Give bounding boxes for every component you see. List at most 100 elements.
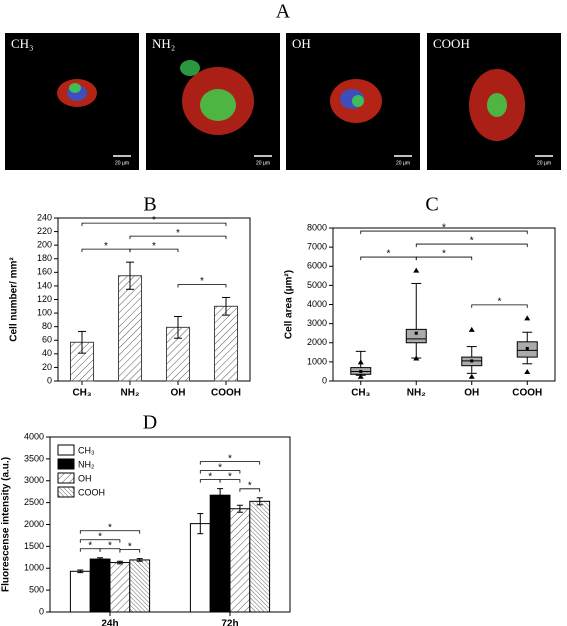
significance-bracket <box>129 235 227 240</box>
y-tick-label: 120 <box>37 294 52 304</box>
y-tick-label: 7000 <box>307 242 327 252</box>
legend-swatch <box>57 444 75 456</box>
y-axis-label: Cell number/ mm² <box>9 257 20 342</box>
panel-label: A <box>276 1 291 23</box>
image-label: NH₂ <box>152 36 175 51</box>
y-tick-label: 3000 <box>307 318 327 328</box>
image-label: CH₃ <box>11 36 34 51</box>
significance-label: * <box>152 241 156 252</box>
bar <box>117 275 143 382</box>
bar <box>89 558 111 613</box>
significance-bracket <box>471 304 528 308</box>
image-label: OH <box>292 36 311 51</box>
mean-marker <box>525 346 529 350</box>
significance-label: * <box>387 249 391 260</box>
chart-title: B <box>143 194 156 216</box>
significance-label: * <box>470 236 474 247</box>
extreme-marker <box>357 373 364 379</box>
significance-label: * <box>152 215 156 226</box>
y-tick-label: 8000 <box>307 222 327 232</box>
bar <box>229 508 251 613</box>
mean-marker <box>470 359 474 363</box>
significance-bracket <box>79 539 121 543</box>
significance-label: * <box>104 241 108 252</box>
x-tick-label: COOH <box>512 388 542 399</box>
cell <box>352 95 364 107</box>
y-tick-label: 200 <box>37 240 52 250</box>
y-tick-label: 1000 <box>24 563 44 573</box>
y-tick-label: 0 <box>39 606 44 616</box>
y-tick-label: 0 <box>322 375 327 385</box>
significance-label: * <box>228 453 232 464</box>
significance-label: * <box>228 471 232 482</box>
y-tick-label: 3500 <box>24 453 44 463</box>
extreme-marker <box>524 315 531 321</box>
significance-label: * <box>88 540 92 551</box>
significance-bracket <box>415 243 528 248</box>
x-tick-label: NH₂ <box>407 388 426 399</box>
y-tick-label: 40 <box>42 348 52 358</box>
significance-label: * <box>200 276 204 287</box>
x-tick-label: 72h <box>221 619 238 626</box>
y-tick-label: 240 <box>37 212 52 222</box>
y-tick-label: 3000 <box>24 475 44 485</box>
legend-swatch <box>57 472 75 484</box>
extreme-marker <box>413 355 420 361</box>
bar <box>69 570 91 613</box>
cell <box>200 89 236 121</box>
scale-bar-label: 20 µm <box>115 160 129 166</box>
y-tick-label: 2500 <box>24 497 44 507</box>
y-tick-label: 500 <box>29 585 44 595</box>
significance-label: * <box>108 540 112 551</box>
cell <box>69 83 81 93</box>
legend-label: CH₃ <box>78 445 95 455</box>
bar <box>209 494 231 613</box>
y-tick-label: 2000 <box>24 519 44 529</box>
significance-bracket <box>360 256 417 261</box>
y-tick-label: 20 <box>42 362 52 372</box>
y-axis-label: Cell area (µm²) <box>284 270 295 339</box>
box <box>405 328 427 344</box>
significance-bracket <box>219 479 241 483</box>
significance-bracket <box>79 530 141 534</box>
significance-bracket <box>81 248 131 253</box>
legend-swatch <box>57 486 75 498</box>
x-tick-label: OH <box>464 388 479 399</box>
extreme-marker <box>468 326 475 332</box>
y-tick-label: 6000 <box>307 261 327 271</box>
bar <box>249 500 271 613</box>
mean-marker <box>414 331 418 335</box>
significance-label: * <box>128 541 132 552</box>
significance-bracket <box>199 461 261 465</box>
significance-label: * <box>98 531 102 542</box>
cell <box>180 60 200 76</box>
chart-title: D <box>143 412 157 434</box>
y-tick-label: 140 <box>37 280 52 290</box>
bar <box>213 305 239 382</box>
y-tick-label: 4000 <box>307 299 327 309</box>
y-tick-label: 220 <box>37 226 52 236</box>
legend-label: OH <box>78 473 92 483</box>
extreme-marker <box>468 373 475 379</box>
significance-label: * <box>498 297 502 308</box>
x-tick-label: 24h <box>101 619 118 626</box>
x-tick-label: OH <box>171 388 186 399</box>
y-tick-label: 1500 <box>24 541 44 551</box>
significance-label: * <box>442 223 446 234</box>
significance-bracket <box>119 549 141 553</box>
significance-bracket <box>360 230 528 235</box>
significance-bracket <box>199 470 241 474</box>
legend-label: NH₂ <box>78 459 95 469</box>
y-tick-label: 5000 <box>307 280 327 290</box>
chart-title: C <box>425 194 438 216</box>
x-tick-label: COOH <box>211 388 241 399</box>
y-tick-label: 80 <box>42 321 52 331</box>
y-tick-label: 160 <box>37 267 52 277</box>
significance-label: * <box>442 249 446 260</box>
y-axis-label: Fluorescense intensity (a.u.) <box>1 457 12 592</box>
significance-bracket <box>177 284 227 288</box>
legend-label: COOH <box>78 487 105 497</box>
y-tick-label: 4000 <box>24 431 44 441</box>
scale-bar-label: 20 µm <box>537 160 551 166</box>
